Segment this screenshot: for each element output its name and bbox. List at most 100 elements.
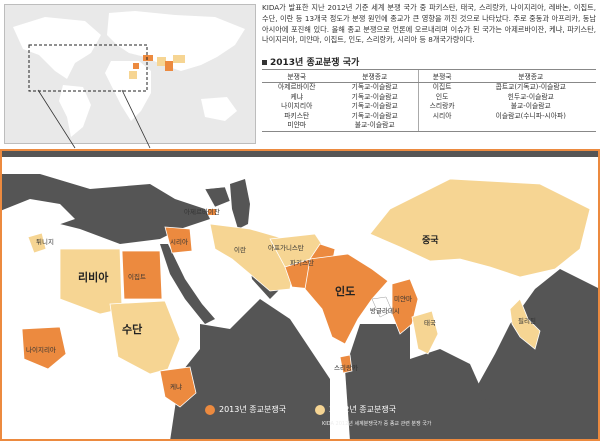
inset-conflict-mark [129, 71, 137, 79]
table-cell [417, 121, 466, 132]
tunisia-shape [27, 232, 47, 254]
mediterranean-sea [0, 174, 210, 244]
source-note: KIDA 2012년 세계분쟁국가 중 종교 관련 분쟁 국가 [322, 421, 432, 427]
myanmar-shape [391, 278, 419, 335]
conflict-table: 분쟁국 분쟁종교 분쟁국 분쟁종교 아제르바이잔 기독교-이슬람교 이집트 콥트… [262, 69, 596, 132]
syria-shape [164, 226, 193, 254]
map-frame [0, 149, 600, 441]
label-tunisia: 튀니지 [36, 238, 54, 246]
table-row: 아제르바이잔 기독교-이슬람교 이집트 콥트교(기독교)-이슬람교 [262, 82, 596, 93]
table-cell: 스리랑카 [417, 102, 466, 112]
table-header: 분쟁국 [417, 69, 466, 83]
australia-shape [201, 97, 237, 121]
label-philippines: 필리핀 [518, 317, 536, 325]
table-cell: 불교-이슬람교 [331, 121, 419, 132]
label-china: 중국 [422, 236, 439, 246]
connector-line [121, 89, 151, 149]
inset-zoom-frame [28, 44, 148, 92]
table-row: 파키스탄 기독교-이슬람교 시리아 이슬람교(수니파-시아파) [262, 111, 596, 122]
inset-conflict-mark [165, 61, 173, 71]
regional-map-svg [0, 149, 600, 441]
north-america-shape [13, 17, 101, 79]
label-pakistan: 파키스탄 [290, 259, 314, 267]
square-bullet-icon [262, 60, 267, 65]
table-cell: 인도 [417, 92, 466, 103]
inset-conflict-mark [143, 55, 153, 61]
egypt-shape [121, 250, 163, 300]
nigeria-shape [21, 326, 67, 370]
legend-2013: 2013년 종교분쟁국 [205, 404, 286, 415]
label-afghanistan: 아프가니스탄 [268, 244, 304, 252]
caspian-sea [230, 179, 250, 229]
south-america-shape [59, 85, 91, 137]
legend-2012-swatch [315, 404, 325, 415]
table-cell: 기독교-이슬람교 [351, 92, 398, 101]
world-inset-map [4, 4, 256, 144]
label-srilanka: 스리랑카 [334, 364, 358, 372]
india-shape [304, 253, 389, 345]
table-cell: 힌두교-이슬람교 [507, 92, 554, 101]
table-cell: 불교-이슬람교 [510, 102, 551, 111]
table-title: 2013년 종교분쟁 국가 [262, 55, 359, 68]
legend-2013-swatch [205, 404, 215, 415]
label-azerbaijan: 아제르바이잔 [184, 208, 220, 216]
bay-of-bengal [345, 324, 410, 441]
intro-paragraph: KIDA가 발표한 지난 2012년 기준 세계 분쟁 국가 중 파키스탄, 태… [262, 3, 596, 45]
label-sudan: 수단 [122, 323, 143, 336]
table-row: 케냐 기독교-이슬람교 인도 힌두교-이슬람교 [262, 92, 596, 103]
table-cell: 기독교-이슬람교 [351, 83, 398, 91]
sudan-shape [109, 300, 181, 375]
label-kenya: 케냐 [170, 383, 182, 391]
top-panel: KIDA가 발표한 지난 2012년 기준 세계 분쟁 국가 중 파키스탄, 태… [0, 0, 600, 149]
inset-conflict-mark [133, 63, 139, 69]
europe-south-land [0, 199, 75, 234]
table-header-row: 분쟁국 분쟁종교 분쟁국 분쟁종교 [262, 69, 596, 83]
azerbaijan-mark [208, 209, 216, 215]
zoom-connector-lines [37, 89, 151, 149]
table-header: 분쟁종교 [331, 69, 419, 83]
table-header: 분쟁종교 [465, 69, 596, 83]
table-cell: 콥트교(기독교)-이슬람교 [495, 83, 566, 91]
inset-conflict-mark [157, 57, 166, 66]
table-cell: 아제르바이잔 [278, 83, 316, 91]
table-cell: 나이지리아 [281, 102, 313, 111]
andaman-sea [410, 349, 490, 441]
azerbaijan-region [204, 186, 231, 208]
table-cell: 기독교-이슬람교 [351, 111, 398, 120]
table-header: 분쟁국 [262, 69, 332, 83]
table-cell: 이집트 [417, 82, 466, 93]
regional-map: 아제르바이잔 시리아 튀니지 리비아 이집트 수단 나이지리아 케냐 이란 아프… [0, 149, 600, 441]
label-india: 인도 [335, 285, 356, 298]
connector-line [37, 89, 76, 149]
world-map-svg [13, 11, 245, 137]
kenya-shape [159, 366, 197, 408]
red-sea [160, 244, 215, 324]
eurasia-shape [107, 11, 245, 71]
legend-2013-label: 2013년 종교분쟁국 [219, 405, 287, 414]
table-cell [465, 121, 596, 132]
label-myanmar: 미얀마 [394, 295, 412, 303]
table-row: 나이지리아 기독교-이슬람교 스리랑카 불교-이슬람교 [262, 102, 596, 112]
label-nigeria: 나이지리아 [26, 346, 56, 354]
label-thailand: 태국 [424, 319, 436, 327]
label-libya: 리비아 [78, 271, 109, 284]
table-cell: 미얀마 [262, 121, 332, 132]
label-bangladesh: 방글라데시 [370, 307, 400, 315]
label-syria: 시리아 [170, 238, 188, 246]
table-cell: 케냐 [290, 92, 304, 101]
table-cell: 시리아 [417, 111, 466, 122]
table-title-text: 2013년 종교분쟁 국가 [270, 58, 360, 68]
philippines-shape [509, 298, 541, 350]
table-cell: 기독교-이슬람교 [351, 102, 398, 111]
table-cell: 이슬람교(수니파-시아파) [495, 111, 566, 120]
inset-conflict-mark [173, 55, 185, 63]
sri-lanka-shape [339, 354, 353, 374]
china-shape [369, 178, 591, 278]
label-egypt: 이집트 [128, 273, 146, 281]
thailand-shape [411, 310, 439, 355]
table-cell: 파키스탄 [284, 111, 310, 120]
table-row: 미얀마 불교-이슬람교 [262, 121, 596, 132]
label-iran: 이란 [234, 246, 246, 254]
legend-2012: 2012년 종교분쟁국 [315, 404, 396, 415]
legend-2012-label: 2012년 종교분쟁국 [329, 405, 397, 414]
